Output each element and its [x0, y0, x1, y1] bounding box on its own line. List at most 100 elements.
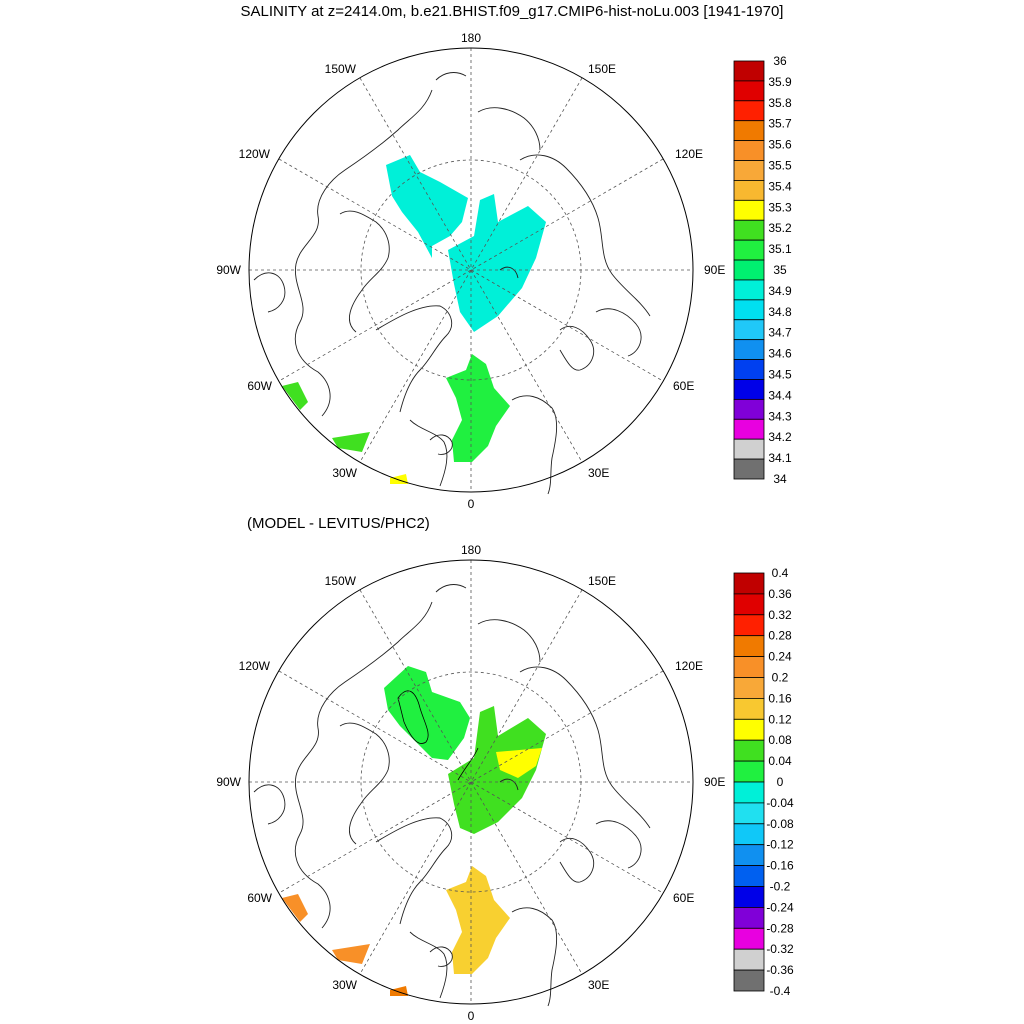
- colorbar1-tick-label: 34.4: [768, 388, 792, 402]
- lon-label-30w: 30W: [332, 466, 357, 480]
- colorbar1-tick-label: 34.1: [768, 451, 792, 465]
- colorbar2-tick-label: -0.32: [766, 942, 794, 956]
- lon-label-30e: 30E: [588, 978, 609, 992]
- colorbar2-swatch: [733, 844, 765, 867]
- colorbar2-tick-label: 0.24: [768, 650, 792, 664]
- colorbar2-tick-label: -0.2: [770, 880, 791, 894]
- colorbar2-swatch: [733, 656, 765, 678]
- nansen-positive-patch: [496, 748, 542, 778]
- colorbar2-swatch: [733, 572, 765, 595]
- map1-graticule: [249, 48, 693, 492]
- lon-label-150e: 150E: [588, 574, 616, 588]
- colorbar1-swatch: [733, 80, 765, 102]
- colorbar1-tick-label: 34.8: [768, 305, 792, 319]
- lon-label-120w: 120W: [239, 147, 271, 161]
- canada-basin-fill: [386, 155, 468, 258]
- lon-label-180: 180: [461, 543, 481, 557]
- colorbar2-swatch: [733, 906, 765, 929]
- colorbar2-tick-label: 0: [777, 775, 784, 789]
- greenland-sea-diff-fill: [446, 866, 510, 974]
- colorbar1-swatch: [733, 279, 765, 301]
- colorbar1-tick-label: 35.5: [768, 159, 792, 173]
- colorbar2-swatch: [733, 802, 765, 825]
- colorbar1-tick-label: 35.7: [768, 117, 792, 131]
- colorbar1-tick-label: 34.6: [768, 347, 792, 361]
- colorbar1-tick-label: 35.2: [768, 221, 792, 235]
- colorbar1-tick-label: 34.9: [768, 284, 792, 298]
- map2-longitude-labels: 180 0 90W 90E 150W 120W 150E 120E 60W 30…: [216, 543, 725, 1023]
- colorbar2-swatch: [733, 969, 765, 992]
- colorbar1-swatch: [733, 60, 765, 82]
- colorbar2-tick-label: -0.36: [766, 963, 794, 977]
- colorbar2-swatch: [733, 948, 765, 971]
- colorbar2-tick-label: 0.36: [768, 587, 792, 601]
- map1-coastlines: [253, 72, 651, 495]
- colorbar1-tick-label: 35: [773, 263, 787, 277]
- colorbar1-swatch: [733, 339, 765, 360]
- irminger-fill: [332, 432, 370, 452]
- colorbar1-tick-label: 35.3: [768, 200, 792, 214]
- map2-boundary: [248, 559, 694, 1005]
- colorbar2-tick-label: -0.4: [770, 984, 791, 998]
- colorbar1-swatch: [733, 259, 765, 281]
- colorbar1-swatch: [733, 140, 765, 161]
- lon-label-120w: 120W: [239, 659, 271, 673]
- colorbar2-swatch: [733, 718, 765, 741]
- labrador-fill: [282, 382, 308, 410]
- colorbar1-swatch: [733, 100, 765, 122]
- colorbar1-tick-label: 34.2: [768, 430, 792, 444]
- colorbar2-tick-label: -0.08: [766, 817, 794, 831]
- colorbar2-swatch: [733, 697, 765, 720]
- colorbar2-swatch: [733, 865, 765, 887]
- colorbar2-tick-label: 0.32: [768, 608, 792, 622]
- colorbar1-tick-label: 34.3: [768, 409, 792, 423]
- colorbar1-tick-label: 34: [773, 472, 787, 486]
- colorbar2-tick-label: 0.08: [768, 733, 792, 747]
- colorbar1-swatch: [733, 239, 765, 261]
- colorbar2-tick-label: -0.04: [766, 796, 794, 810]
- map1-shading: [282, 155, 546, 484]
- colorbar2-swatch: [733, 760, 765, 783]
- lon-label-120e: 120E: [675, 147, 703, 161]
- colorbar1-tick-label: 35.1: [768, 242, 792, 256]
- colorbar1-swatch: [733, 219, 765, 241]
- difference-map-panel: 180 0 90W 90E 150W 120W 150E 120E 60W 30…: [216, 543, 794, 1023]
- lon-label-0: 0: [468, 1009, 475, 1023]
- lon-label-90e: 90E: [704, 263, 725, 277]
- colorbar2-swatch: [733, 593, 765, 616]
- irminger-diff-fill: [332, 944, 370, 964]
- colorbar1-tick-label: 35.9: [768, 75, 792, 89]
- lon-label-150w: 150W: [325, 574, 357, 588]
- lon-label-90e: 90E: [704, 775, 725, 789]
- colorbar2-tick-label: 0.28: [768, 629, 792, 643]
- colorbar2-swatch: [733, 635, 765, 657]
- colorbar2-tick-label: 0.12: [768, 712, 792, 726]
- colorbar1-swatch: [733, 438, 765, 460]
- lon-label-30w: 30W: [332, 978, 357, 992]
- lon-label-60w: 60W: [247, 891, 272, 905]
- lon-label-180: 180: [461, 31, 481, 45]
- colorbar2-tick-label: 0.4: [772, 566, 789, 580]
- lon-label-150e: 150E: [588, 62, 616, 76]
- zero-contour-line: [397, 690, 429, 744]
- colorbar1-swatch: [733, 319, 765, 341]
- difference-subtitle: (MODEL - LEVITUS/PHC2): [247, 515, 430, 532]
- colorbar2-swatch: [733, 886, 765, 908]
- colorbar1-swatch: [733, 458, 765, 480]
- colorbar1-swatch: [733, 418, 765, 440]
- eurasian-basin-diff-fill: [448, 706, 546, 834]
- lon-label-60e: 60E: [673, 891, 694, 905]
- lon-label-90w: 90W: [216, 775, 241, 789]
- lon-label-150w: 150W: [325, 62, 357, 76]
- colorbar2-swatch: [733, 614, 765, 637]
- eurasian-basin-fill: [448, 194, 546, 332]
- colorbar2-swatch: [733, 823, 765, 846]
- map1-longitude-labels: 180 0 90W 90E 150W 120W 150E 120E 60W 30…: [216, 31, 725, 511]
- colorbar1-swatch: [733, 199, 765, 221]
- colorbar1-tick-label: 36: [773, 54, 787, 68]
- salinity-map-panel: 180 0 90W 90E 150W 120W 150E 120E 60W 30…: [216, 31, 792, 511]
- lon-label-90w: 90W: [216, 263, 241, 277]
- colorbar1-swatch: [733, 120, 765, 142]
- colorbar2-tick-label: -0.28: [766, 921, 794, 935]
- colorbar1-swatch: [733, 359, 765, 380]
